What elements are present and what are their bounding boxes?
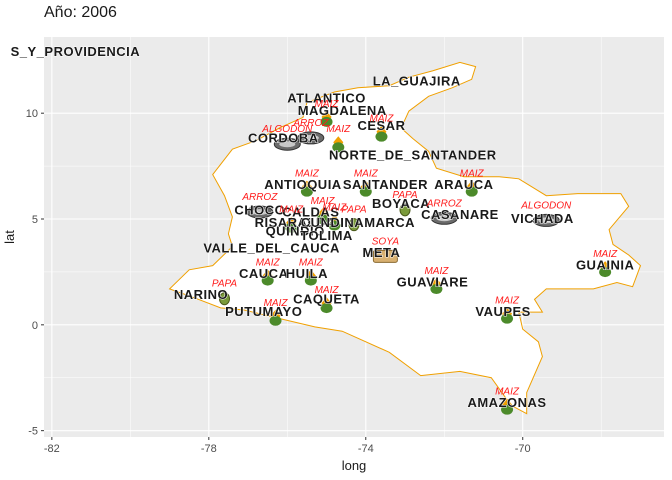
crop-label: MAIZ (326, 124, 351, 135)
department-label: CUNDINAMARCA (301, 215, 415, 230)
crop-label: MAIZ (370, 114, 395, 125)
crop-label: MAIZ (311, 196, 336, 207)
department-label: GUAINIA (576, 258, 635, 273)
crop-label: MAIZ (354, 169, 379, 180)
y-tick-label: 0 (32, 320, 38, 332)
department-label: QUINDIO (266, 224, 325, 239)
maize-icon (465, 180, 478, 197)
crop-label: MAIZ (495, 296, 520, 307)
x-axis-title: long (342, 458, 367, 473)
maize-icon (375, 125, 388, 142)
maize-icon (320, 297, 333, 314)
crop-label: ARROZ (292, 118, 329, 129)
department-label: NARINO (174, 287, 228, 302)
maize-icon (501, 307, 514, 324)
department-label: S_Y_PROVIDENCIA (11, 44, 141, 59)
potato-icon (219, 292, 231, 306)
y-axis-title: lat (2, 230, 17, 244)
crop-label: PAPA (341, 205, 367, 216)
crop-label: MAIZ (299, 258, 324, 269)
crop-label: MAIZ (424, 266, 449, 277)
crop-label: ALGODON (261, 124, 313, 135)
department-label: AMAZONAS (467, 395, 546, 410)
department-label: RISARALDA (255, 215, 336, 230)
x-tick-label: -78 (201, 443, 217, 455)
department-label: VALLE_DEL_CAUCA (203, 241, 340, 256)
maize-icon (328, 214, 341, 231)
department-label: CESAR (357, 118, 405, 133)
potato-icon (348, 218, 360, 232)
maize-icon (359, 180, 372, 197)
department-label: HUILA (286, 266, 328, 281)
potato-icon (399, 203, 411, 217)
x-tick-label: -82 (44, 443, 60, 455)
department-label: CASANARE (421, 207, 499, 222)
department-label: CAUCA (239, 266, 289, 281)
department-label: ATLANTICO (287, 90, 366, 105)
y-tick-label: -5 (28, 426, 38, 438)
maize-icon (332, 136, 345, 153)
department-labels: S_Y_PROVIDENCIA LA_GUAJIRA ATLANTICOMAGDAL… (10, 43, 635, 410)
department-label: LA_GUAJIRA (373, 73, 461, 88)
rice-icon (430, 211, 458, 225)
department-label: CHOCO (234, 203, 285, 218)
maize-icon (261, 269, 274, 286)
x-tick-label: -74 (358, 443, 374, 455)
rice-icon (297, 131, 325, 145)
map-title: Año: 2006 (44, 4, 117, 21)
department-label: PUTUMAYO (225, 304, 302, 319)
department-label: META (363, 245, 401, 260)
department-label: CAQUETA (293, 291, 360, 306)
maize-icon (285, 216, 298, 233)
crop-label: MAIZ (295, 169, 320, 180)
department-label: TOLIMA (300, 228, 353, 243)
y-tick-label: 5 (32, 214, 38, 226)
crop-label: PAPA (392, 190, 418, 201)
department-label: GUAVIARE (397, 275, 469, 290)
department-label: VAUPES (475, 304, 531, 319)
crop-label: ARROZ (426, 198, 463, 209)
crop-label: MAIZ (279, 205, 304, 216)
crop-label: MAIZ (315, 285, 340, 296)
department-label: CALDAS (282, 205, 339, 220)
crop-label: MAIZ (593, 249, 618, 260)
cotton-icon (532, 213, 560, 227)
department-label: SANTANDER (343, 177, 428, 192)
maize-icon (320, 110, 333, 127)
maize-icon (300, 180, 313, 197)
x-tick-label: -70 (515, 443, 531, 455)
crop-label: ALGODON (520, 200, 572, 211)
department-label: NORTE_DE_SANTANDER (329, 148, 497, 163)
maize-icon (316, 208, 329, 225)
soy-icon (372, 249, 398, 263)
maize-icon (599, 261, 612, 278)
department-label: VICHADA (511, 211, 574, 226)
crop-label: MAIZ (460, 169, 485, 180)
department-label: CORDOBA (248, 131, 319, 146)
crop-label: MAIZ (256, 258, 281, 269)
maize-icon (304, 269, 317, 286)
department-label: ARAUCA (434, 177, 493, 192)
crop-label: MAIZ (264, 298, 289, 309)
y-tick-label: 10 (26, 108, 38, 120)
maize-icon (501, 398, 514, 415)
crop-label: ARROZ (241, 192, 278, 203)
maize-icon (269, 309, 282, 326)
maize-icon (430, 278, 443, 295)
crop-label: MAIZ (495, 387, 520, 398)
crop-label: SOYA (372, 236, 400, 247)
crop-icons (219, 110, 612, 415)
crop-label: MAIZ (315, 99, 340, 110)
cotton-icon (273, 137, 301, 151)
axis-ticks: -82 -78 -74 -70 -5 0 5 10 (26, 108, 531, 455)
department-label: MAGDALENA (298, 103, 387, 118)
department-label: BOYACA (372, 196, 430, 211)
department-label: ANTIOQUIA (264, 177, 342, 192)
crop-label: MAIZ (322, 203, 347, 214)
rice-icon (246, 205, 274, 219)
crop-label: PAPA (212, 279, 238, 290)
